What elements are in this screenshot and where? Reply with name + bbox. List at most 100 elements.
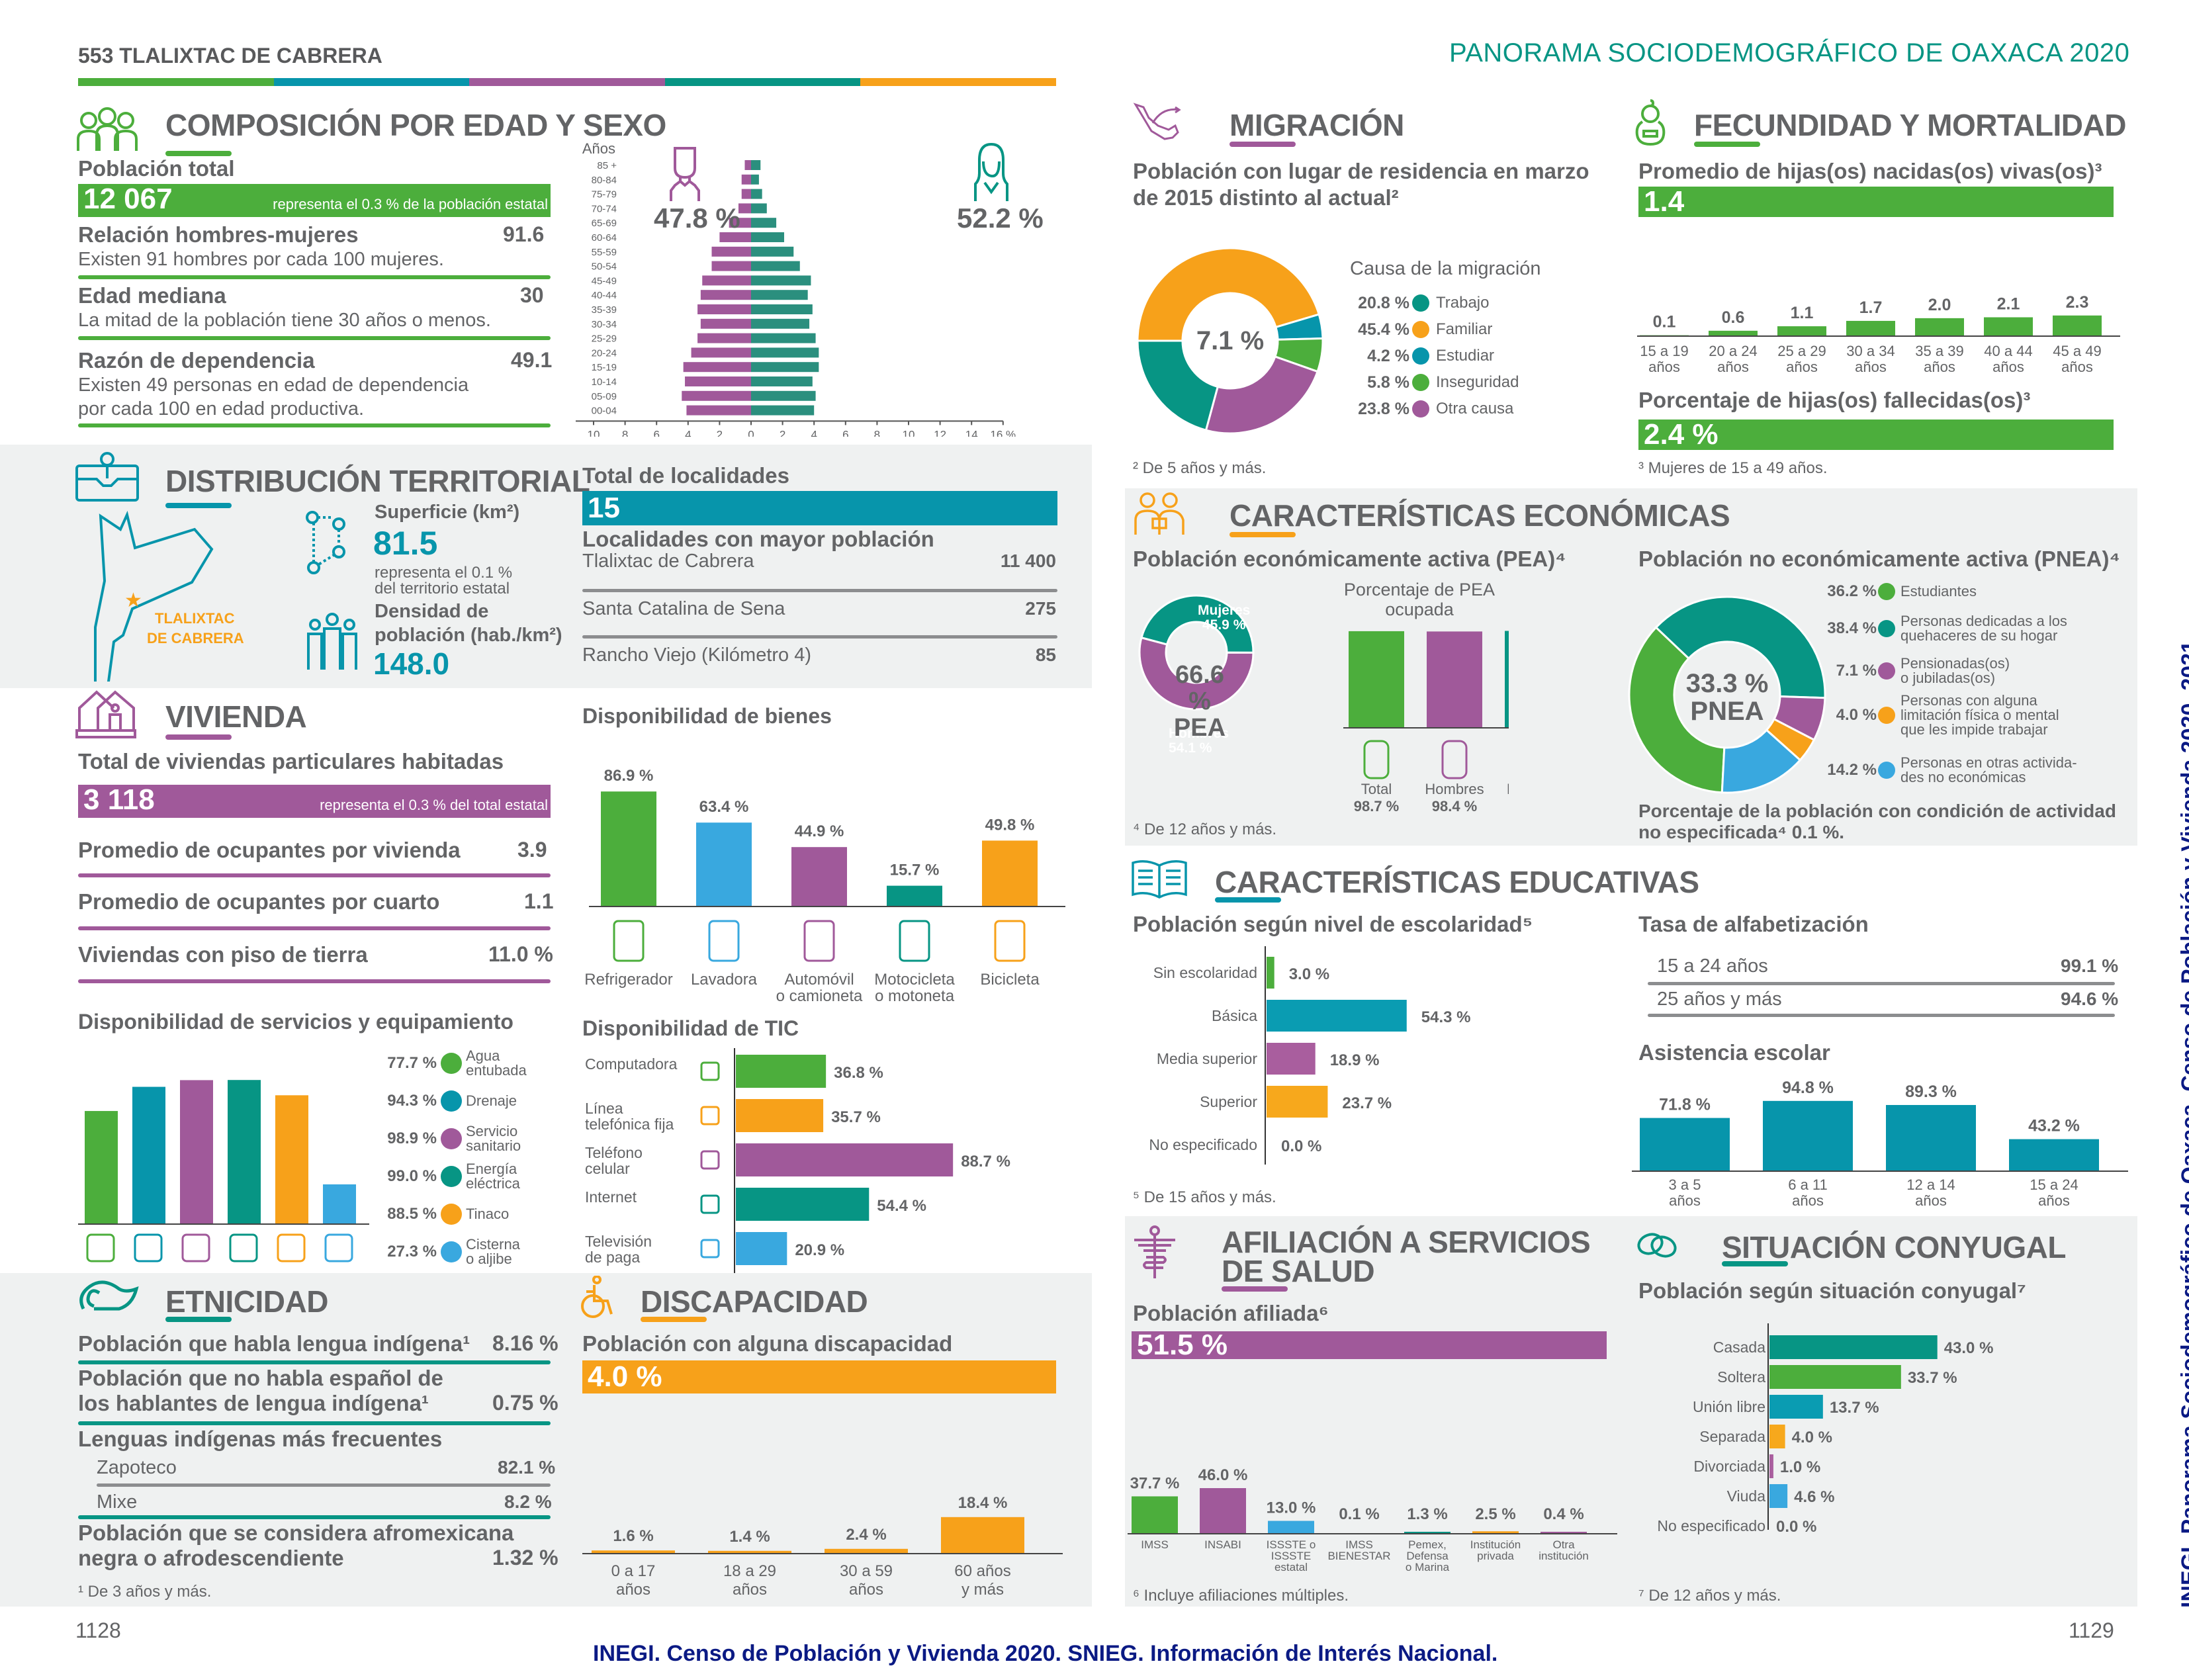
bienes-value-label: 63.4 %: [699, 798, 749, 816]
legend-dot: [1412, 294, 1429, 312]
panel-etnicidad-bg: [0, 1273, 1092, 1607]
pyramid-bar-female: [751, 333, 816, 343]
pyramid-bar-male: [700, 290, 751, 300]
wheelchair-icon: [580, 1275, 617, 1323]
pyramid-bar-female: [751, 290, 808, 300]
afiliacion-value-label: 46.0 %: [1198, 1466, 1248, 1484]
bien-icon: [899, 920, 930, 962]
hijos-category-label: años: [1924, 359, 1955, 375]
legend-pct: 14.2 %: [1827, 761, 1877, 779]
page-number-right: 1129: [2069, 1618, 2114, 1642]
hijos-category-label: años: [1786, 359, 1818, 375]
legend-text: Energía eléctrica: [466, 1161, 520, 1192]
ocupada-category-label: Total: [1361, 781, 1392, 797]
escolaridad-value-label: 54.3 %: [1421, 1008, 1471, 1026]
pyramid-age-label: 45-49: [592, 275, 617, 287]
tic-bar: [736, 1099, 824, 1132]
pyramid-age-label: 10-14: [592, 376, 617, 388]
divider: [582, 589, 1057, 592]
afiliada-label: Población afiliada⁶: [1133, 1301, 1329, 1325]
pnea-legend-item: 14.2 % Personas en otras activida-des no…: [1813, 756, 2077, 785]
asistencia-category-label: años: [1915, 1192, 1947, 1209]
pyramid-tick-label: 16 %: [990, 428, 1016, 437]
hijos-category-label: 25 a 29: [1777, 343, 1826, 359]
bien-icon: [613, 920, 645, 962]
title-underline: [1229, 532, 1296, 537]
servicios-legend-item: 98.9 % Servicio sanitario: [377, 1121, 562, 1157]
person-icon: [1441, 740, 1468, 779]
pyramid-age-label: 60-64: [592, 232, 617, 243]
hijos-category-label: 20 a 24: [1709, 343, 1757, 359]
migracion-slice: [1136, 339, 1220, 431]
legend-dot: [1878, 583, 1895, 600]
pnea-center-pct: 33.3 %: [1685, 669, 1769, 698]
pyramid-age-label: 30-34: [592, 319, 617, 330]
servicios-legend-item: 99.0 % Energía eléctrica: [377, 1159, 562, 1194]
color-strip: [78, 78, 1056, 86]
title-underline: [165, 1317, 232, 1322]
afiliacion-bar: [1404, 1532, 1451, 1534]
localidad-value: 275: [1025, 598, 1056, 619]
title-underline: [1222, 1286, 1288, 1292]
afiliacion-value-label: 1.3 %: [1407, 1505, 1447, 1523]
migracion-center-label: 7.1 %: [1196, 326, 1264, 355]
pyramid-bar-male: [741, 174, 751, 185]
edad-value: 30: [520, 283, 544, 307]
divider: [78, 275, 551, 279]
legend-text: Cisterna o aljibe: [466, 1236, 520, 1267]
pyramid-bar-female: [751, 347, 819, 358]
pnea-slice: [1654, 596, 1826, 699]
tic-bar: [736, 1188, 870, 1221]
hijos-category-label: 45 a 49: [2053, 343, 2101, 359]
afiliacion-value-label: 13.0 %: [1267, 1499, 1316, 1517]
pyramid-age-label: 15-19: [592, 362, 617, 373]
divider: [582, 635, 1057, 639]
servicios-legend-item: 27.3 % Cisterna o aljibe: [377, 1234, 562, 1270]
superficie-note-1: representa el 0.1 %: [375, 564, 513, 582]
razon-label: Razón de dependencia: [78, 348, 315, 373]
pnea-legend: 36.2 % Estudiantes 38.4 % Personas dedica…: [1813, 582, 2131, 801]
conyugal-category-label: Unión libre: [1693, 1398, 1765, 1415]
divider: [78, 1421, 551, 1425]
asistencia-bar: [1886, 1104, 1976, 1171]
pyramid-age-label: 65-69: [592, 218, 617, 229]
conyugal-value-label: 0.0 %: [1776, 1518, 1816, 1536]
mujeres-pct: 52.2 %: [957, 202, 1044, 234]
bienes-category-label: o motoneta: [875, 987, 955, 1005]
title-underline: [165, 734, 232, 740]
legend-dot: [441, 1204, 462, 1225]
lengua-value: 82.1 %: [498, 1457, 556, 1478]
hombres-pct: 54.1 %: [1169, 740, 1212, 756]
pyramid-axis-title: Años: [582, 140, 615, 157]
ocupada-bar: [1427, 631, 1482, 728]
discapacidad-value-label: 1.6 %: [613, 1527, 653, 1545]
poblacion-total-label: Población total: [78, 156, 235, 181]
conyugal-category-label: Separada: [1699, 1428, 1765, 1445]
lengua-name: Mixe: [97, 1491, 138, 1513]
educativas-footnote: ⁵ De 15 años y más.: [1133, 1188, 1276, 1206]
hombres-pct: 47.8 %: [654, 202, 740, 234]
migracion-legend: 20.8 % Trabajo 45.4 % Familiar 4.2 % Estud…: [1337, 291, 1615, 437]
localidades-value: 15: [588, 492, 620, 524]
pyramid-bar-female: [751, 160, 761, 170]
pyramid-age-label: 35-39: [592, 304, 617, 316]
hijos-bar: [2053, 315, 2102, 336]
pyramid-bar-female: [751, 246, 794, 257]
legend-dot: [1412, 374, 1429, 391]
people-group-icon: [74, 106, 140, 155]
asistencia-category-label: años: [1792, 1192, 1824, 1209]
bienes-category-label: Refrigerador: [584, 971, 672, 989]
section-title-territorial: DISTRIBUCIÓN TERRITORIAL: [165, 464, 590, 498]
ocupada-category-label: Hombres: [1425, 781, 1484, 797]
afiliada-value: 51.5 %: [1137, 1329, 1228, 1361]
tic-icon: [700, 1106, 720, 1126]
legend-text: Personas en otras activida-des no económ…: [1900, 754, 2077, 785]
pyramid-bar-male: [744, 160, 751, 170]
legend-dot: [441, 1090, 462, 1112]
servicios-bar: [228, 1080, 261, 1224]
densidad-value: 148.0: [373, 646, 450, 681]
lenguas-label: Lenguas indígenas más frecuentes: [78, 1427, 443, 1451]
bienes-value-label: 44.9 %: [795, 822, 844, 840]
panel-economicas-bg: [1125, 488, 2137, 846]
